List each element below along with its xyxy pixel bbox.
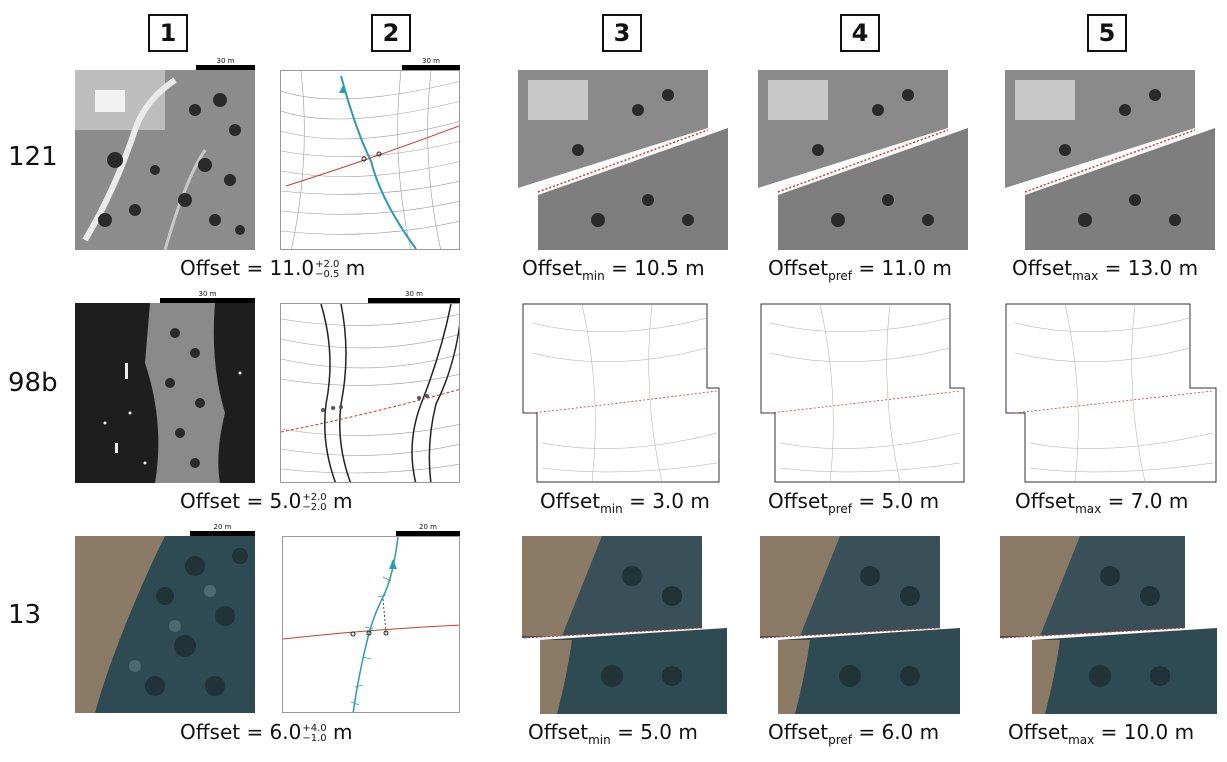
offset-pref-prefix-98b: Offset <box>768 489 829 513</box>
offset-max-sub-13: max <box>1068 733 1095 747</box>
offset-pref-value-13: = 6.0 m <box>858 720 940 744</box>
reconstruction-max-98b <box>1005 303 1217 483</box>
offset-pref-prefix-121: Offset <box>768 256 829 280</box>
scale-bar-121-2 <box>402 65 460 70</box>
reconstruction-max-121 <box>1005 70 1215 250</box>
offset-max-121: Offsetmax = 13.0 m <box>1012 256 1198 283</box>
offset-pref-value-121: = 11.0 m <box>858 256 952 280</box>
offset-max-prefix-13: Offset <box>1008 720 1069 744</box>
offset-pref-sub-121: pref <box>828 269 852 283</box>
offset-max-13: Offsetmax = 10.0 m <box>1008 720 1194 747</box>
offset-pref-prefix-13: Offset <box>768 720 829 744</box>
offset-unit-121: m <box>345 256 366 280</box>
offset-max-sub-121: max <box>1072 269 1099 283</box>
offset-max-value-13: = 10.0 m <box>1100 720 1195 744</box>
offset-value-13: Offset = 6.0 <box>180 720 302 744</box>
reconstruction-min-13 <box>522 536 727 714</box>
offset-min-98b: Offsetmin = 3.0 m <box>540 489 710 516</box>
contour-map-121 <box>280 70 460 250</box>
reconstruction-pref-121 <box>758 70 968 250</box>
reconstruction-min-121 <box>518 70 728 250</box>
reconstruction-pref-98b <box>760 303 965 483</box>
offset-unit-98b: m <box>333 489 353 513</box>
offset-minus-121: −0.5 <box>315 268 340 280</box>
column-header-2: 2 <box>371 14 411 52</box>
offset-plus-121: +2.0 <box>315 258 340 270</box>
aerial-image-13 <box>75 536 255 713</box>
offset-pref-value-98b: = 5.0 m <box>858 489 940 513</box>
contour-map-13 <box>282 536 460 713</box>
offset-min-sub-13: min <box>588 733 611 747</box>
offset-pref-13: Offsetpref = 6.0 m <box>768 720 939 747</box>
offset-max-value-121: = 13.0 m <box>1104 256 1199 280</box>
offset-min-13: Offsetmin = 5.0 m <box>528 720 698 747</box>
column-header-1: 1 <box>148 14 188 52</box>
column-header-4: 4 <box>840 14 880 52</box>
scale-bar-13-1 <box>190 531 255 536</box>
offset-label-13: Offset = 6.0 +4.0 −1.0 m <box>180 720 353 744</box>
scale-label-121-1: 30 m <box>216 57 235 65</box>
aerial-image-121 <box>75 70 255 250</box>
offset-pref-121: Offsetpref = 11.0 m <box>768 256 952 283</box>
offset-min-prefix-13: Offset <box>528 720 589 744</box>
row-label-98b: 98b <box>8 368 58 398</box>
offset-min-value-13: = 5.0 m <box>617 720 698 744</box>
reconstruction-max-13 <box>1000 536 1217 714</box>
scale-label-121-2: 30 m <box>422 57 440 65</box>
offset-plus-98b: +2.0 <box>302 491 327 503</box>
aerial-image-98b <box>75 303 255 483</box>
column-header-5: 5 <box>1087 14 1127 52</box>
column-header-3: 3 <box>602 14 642 52</box>
offset-minus-13: −1.0 <box>302 732 327 744</box>
offset-min-prefix-121: Offset <box>522 256 583 280</box>
row-label-121: 121 <box>8 142 58 172</box>
offset-value-98b: Offset = 5.0 <box>180 489 302 513</box>
offset-unit-13: m <box>333 720 353 744</box>
offset-max-value-98b: = 7.0 m <box>1107 489 1189 513</box>
scale-label-98b-1: 30 m <box>198 290 217 298</box>
offset-pref-sub-98b: pref <box>828 502 852 516</box>
offset-max-prefix-98b: Offset <box>1015 489 1076 513</box>
offset-min-sub-98b: min <box>600 502 623 516</box>
scale-label-13-2: 20 m <box>419 523 437 531</box>
contour-map-98b <box>280 303 460 483</box>
scale-bar-98b-2 <box>368 298 460 303</box>
offset-label-98b: Offset = 5.0 +2.0 −2.0 m <box>180 489 353 513</box>
scale-bar-121-1 <box>196 65 255 70</box>
offset-minus-98b: −2.0 <box>302 501 327 513</box>
scale-label-13-1: 20 m <box>213 523 232 531</box>
offset-min-value-98b: = 3.0 m <box>629 489 710 513</box>
offset-min-value-121: = 10.5 m <box>611 256 705 280</box>
row-label-13: 13 <box>8 600 42 630</box>
offset-min-prefix-98b: Offset <box>540 489 601 513</box>
scale-label-98b-2: 30 m <box>405 290 423 298</box>
offset-min-sub-121: min <box>582 269 605 283</box>
offset-min-121: Offsetmin = 10.5 m <box>522 256 705 283</box>
offset-max-prefix-121: Offset <box>1012 256 1073 280</box>
offset-label-121: Offset = 11.0 +2.0 −0.5 m <box>180 256 365 280</box>
offset-plus-13: +4.0 <box>302 722 327 734</box>
reconstruction-pref-13 <box>760 536 960 714</box>
offset-max-sub-98b: max <box>1075 502 1102 516</box>
scale-bar-13-2 <box>396 531 460 536</box>
offset-max-98b: Offsetmax = 7.0 m <box>1015 489 1188 516</box>
offset-pref-sub-13: pref <box>828 733 852 747</box>
offset-pref-98b: Offsetpref = 5.0 m <box>768 489 939 516</box>
scale-bar-98b-1 <box>160 298 255 303</box>
offset-value-121: Offset = 11.0 <box>180 256 315 280</box>
reconstruction-min-98b <box>522 303 720 483</box>
